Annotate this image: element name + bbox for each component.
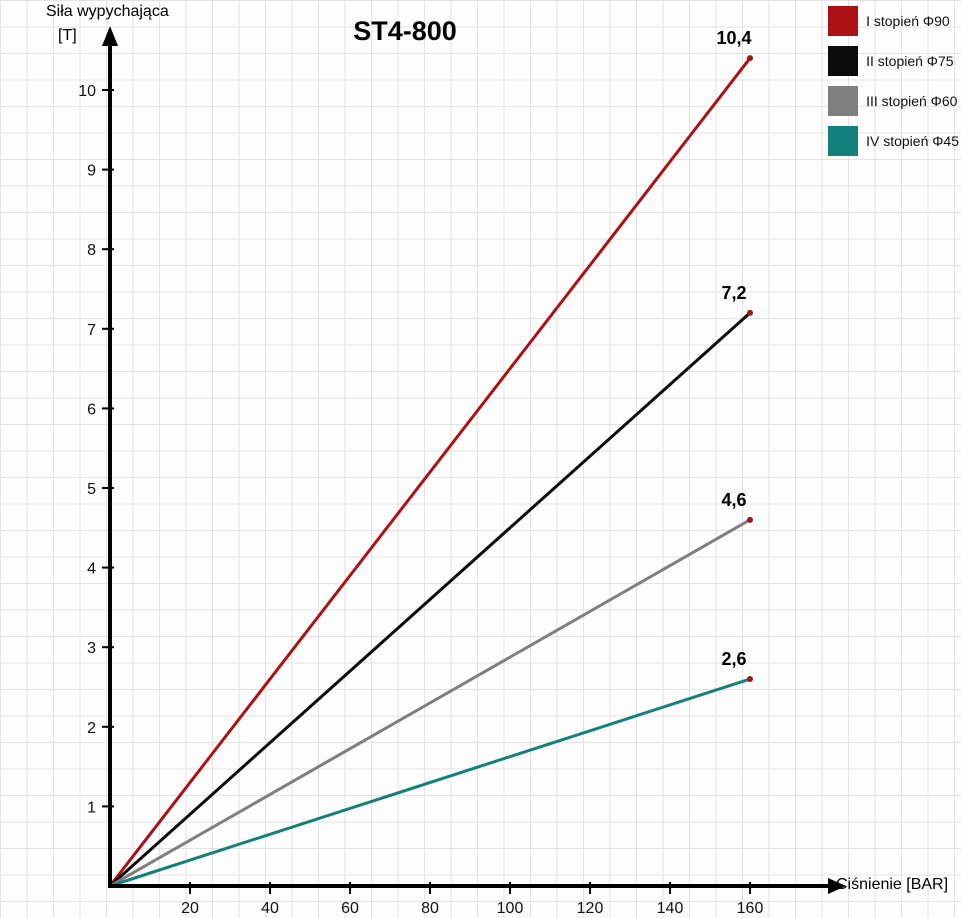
x-axis-arrow-icon [828,878,846,894]
y-tick-label: 2 [87,720,96,737]
y-tick-label: 9 [87,163,96,180]
end-marker [747,309,753,316]
x-tick-label: 140 [657,900,684,917]
x-tick-label: 20 [181,900,199,917]
y-tick-label: 5 [87,481,96,498]
end-marker [747,516,753,523]
y-axis-arrow-icon [102,26,118,46]
legend-label: II stopień Φ75 [866,53,954,69]
end-marker [747,676,753,683]
legend-swatch [828,46,859,76]
y-axis-unit: [T] [58,27,77,44]
end-value-label: 7,2 [721,283,746,303]
legend: I stopień Φ90 II stopień Φ75 III stopień Φ… [828,6,959,156]
end-value-label: 4,6 [721,490,746,510]
x-axis-label: Ciśnienie [BAR] [836,876,949,893]
legend-item: IV stopień Φ45 [828,126,959,156]
y-tick-label: 3 [87,640,96,657]
chart-title: ST4-800 [353,16,457,46]
x-tick-label: 80 [421,900,439,917]
legend-label: III stopień Φ60 [866,93,958,109]
y-axis-label: Siła wypychająca [46,3,169,20]
end-value-label: 2,6 [721,649,746,669]
legend-swatch [828,126,859,156]
end-marker [747,55,753,62]
x-tick-label: 40 [261,900,279,917]
legend-item: II stopień Φ75 [828,46,959,76]
end-value-label: 10,4 [716,28,751,48]
series-line-1 [108,56,752,888]
y-tick-label: 6 [87,401,96,418]
y-tick-label: 1 [87,799,96,816]
series-line-3 [108,518,752,888]
x-tick-label: 100 [497,900,524,917]
y-tick-label: 4 [87,561,96,578]
x-tick-label: 60 [341,900,359,917]
legend-item: I stopień Φ90 [828,6,959,36]
legend-item: III stopień Φ60 [828,86,959,116]
legend-swatch [828,86,859,116]
x-tick-label: 160 [737,900,764,917]
series-line-2 [108,311,752,888]
y-tick-label: 10 [78,83,96,100]
legend-label: IV stopień Φ45 [866,133,959,149]
legend-label: I stopień Φ90 [866,13,950,29]
x-tick-label: 120 [577,900,604,917]
y-tick-label: 7 [87,322,96,339]
series-line-4 [108,677,752,888]
legend-swatch [828,6,859,36]
y-tick-label: 8 [87,242,96,259]
